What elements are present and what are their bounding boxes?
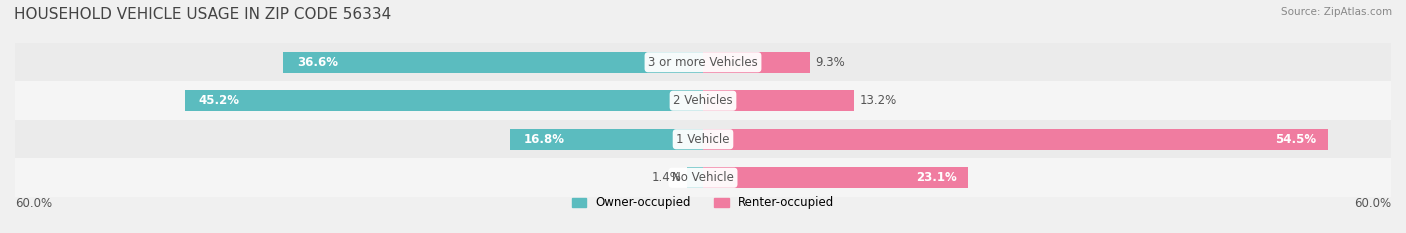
Bar [15,82,1391,120]
Text: 54.5%: 54.5% [1275,133,1316,146]
Text: 60.0%: 60.0% [1354,197,1391,210]
Bar [688,167,703,188]
Text: 45.2%: 45.2% [198,94,239,107]
Text: 23.1%: 23.1% [915,171,956,184]
Bar [703,167,967,188]
Bar [510,129,703,150]
Bar [703,52,810,73]
Bar [284,52,703,73]
Text: 1 Vehicle: 1 Vehicle [676,133,730,146]
Legend: Owner-occupied, Renter-occupied: Owner-occupied, Renter-occupied [567,192,839,214]
Text: HOUSEHOLD VEHICLE USAGE IN ZIP CODE 56334: HOUSEHOLD VEHICLE USAGE IN ZIP CODE 5633… [14,7,391,22]
Text: Source: ZipAtlas.com: Source: ZipAtlas.com [1281,7,1392,17]
Text: 36.6%: 36.6% [297,56,337,69]
Bar [184,90,703,111]
Text: 9.3%: 9.3% [815,56,845,69]
Bar [15,120,1391,158]
Text: 60.0%: 60.0% [15,197,52,210]
Bar [15,43,1391,82]
Bar [703,90,855,111]
Text: No Vehicle: No Vehicle [672,171,734,184]
Bar [703,129,1327,150]
Bar [15,158,1391,197]
Text: 13.2%: 13.2% [860,94,897,107]
Text: 3 or more Vehicles: 3 or more Vehicles [648,56,758,69]
Text: 1.4%: 1.4% [651,171,682,184]
Text: 16.8%: 16.8% [524,133,565,146]
Text: 2 Vehicles: 2 Vehicles [673,94,733,107]
